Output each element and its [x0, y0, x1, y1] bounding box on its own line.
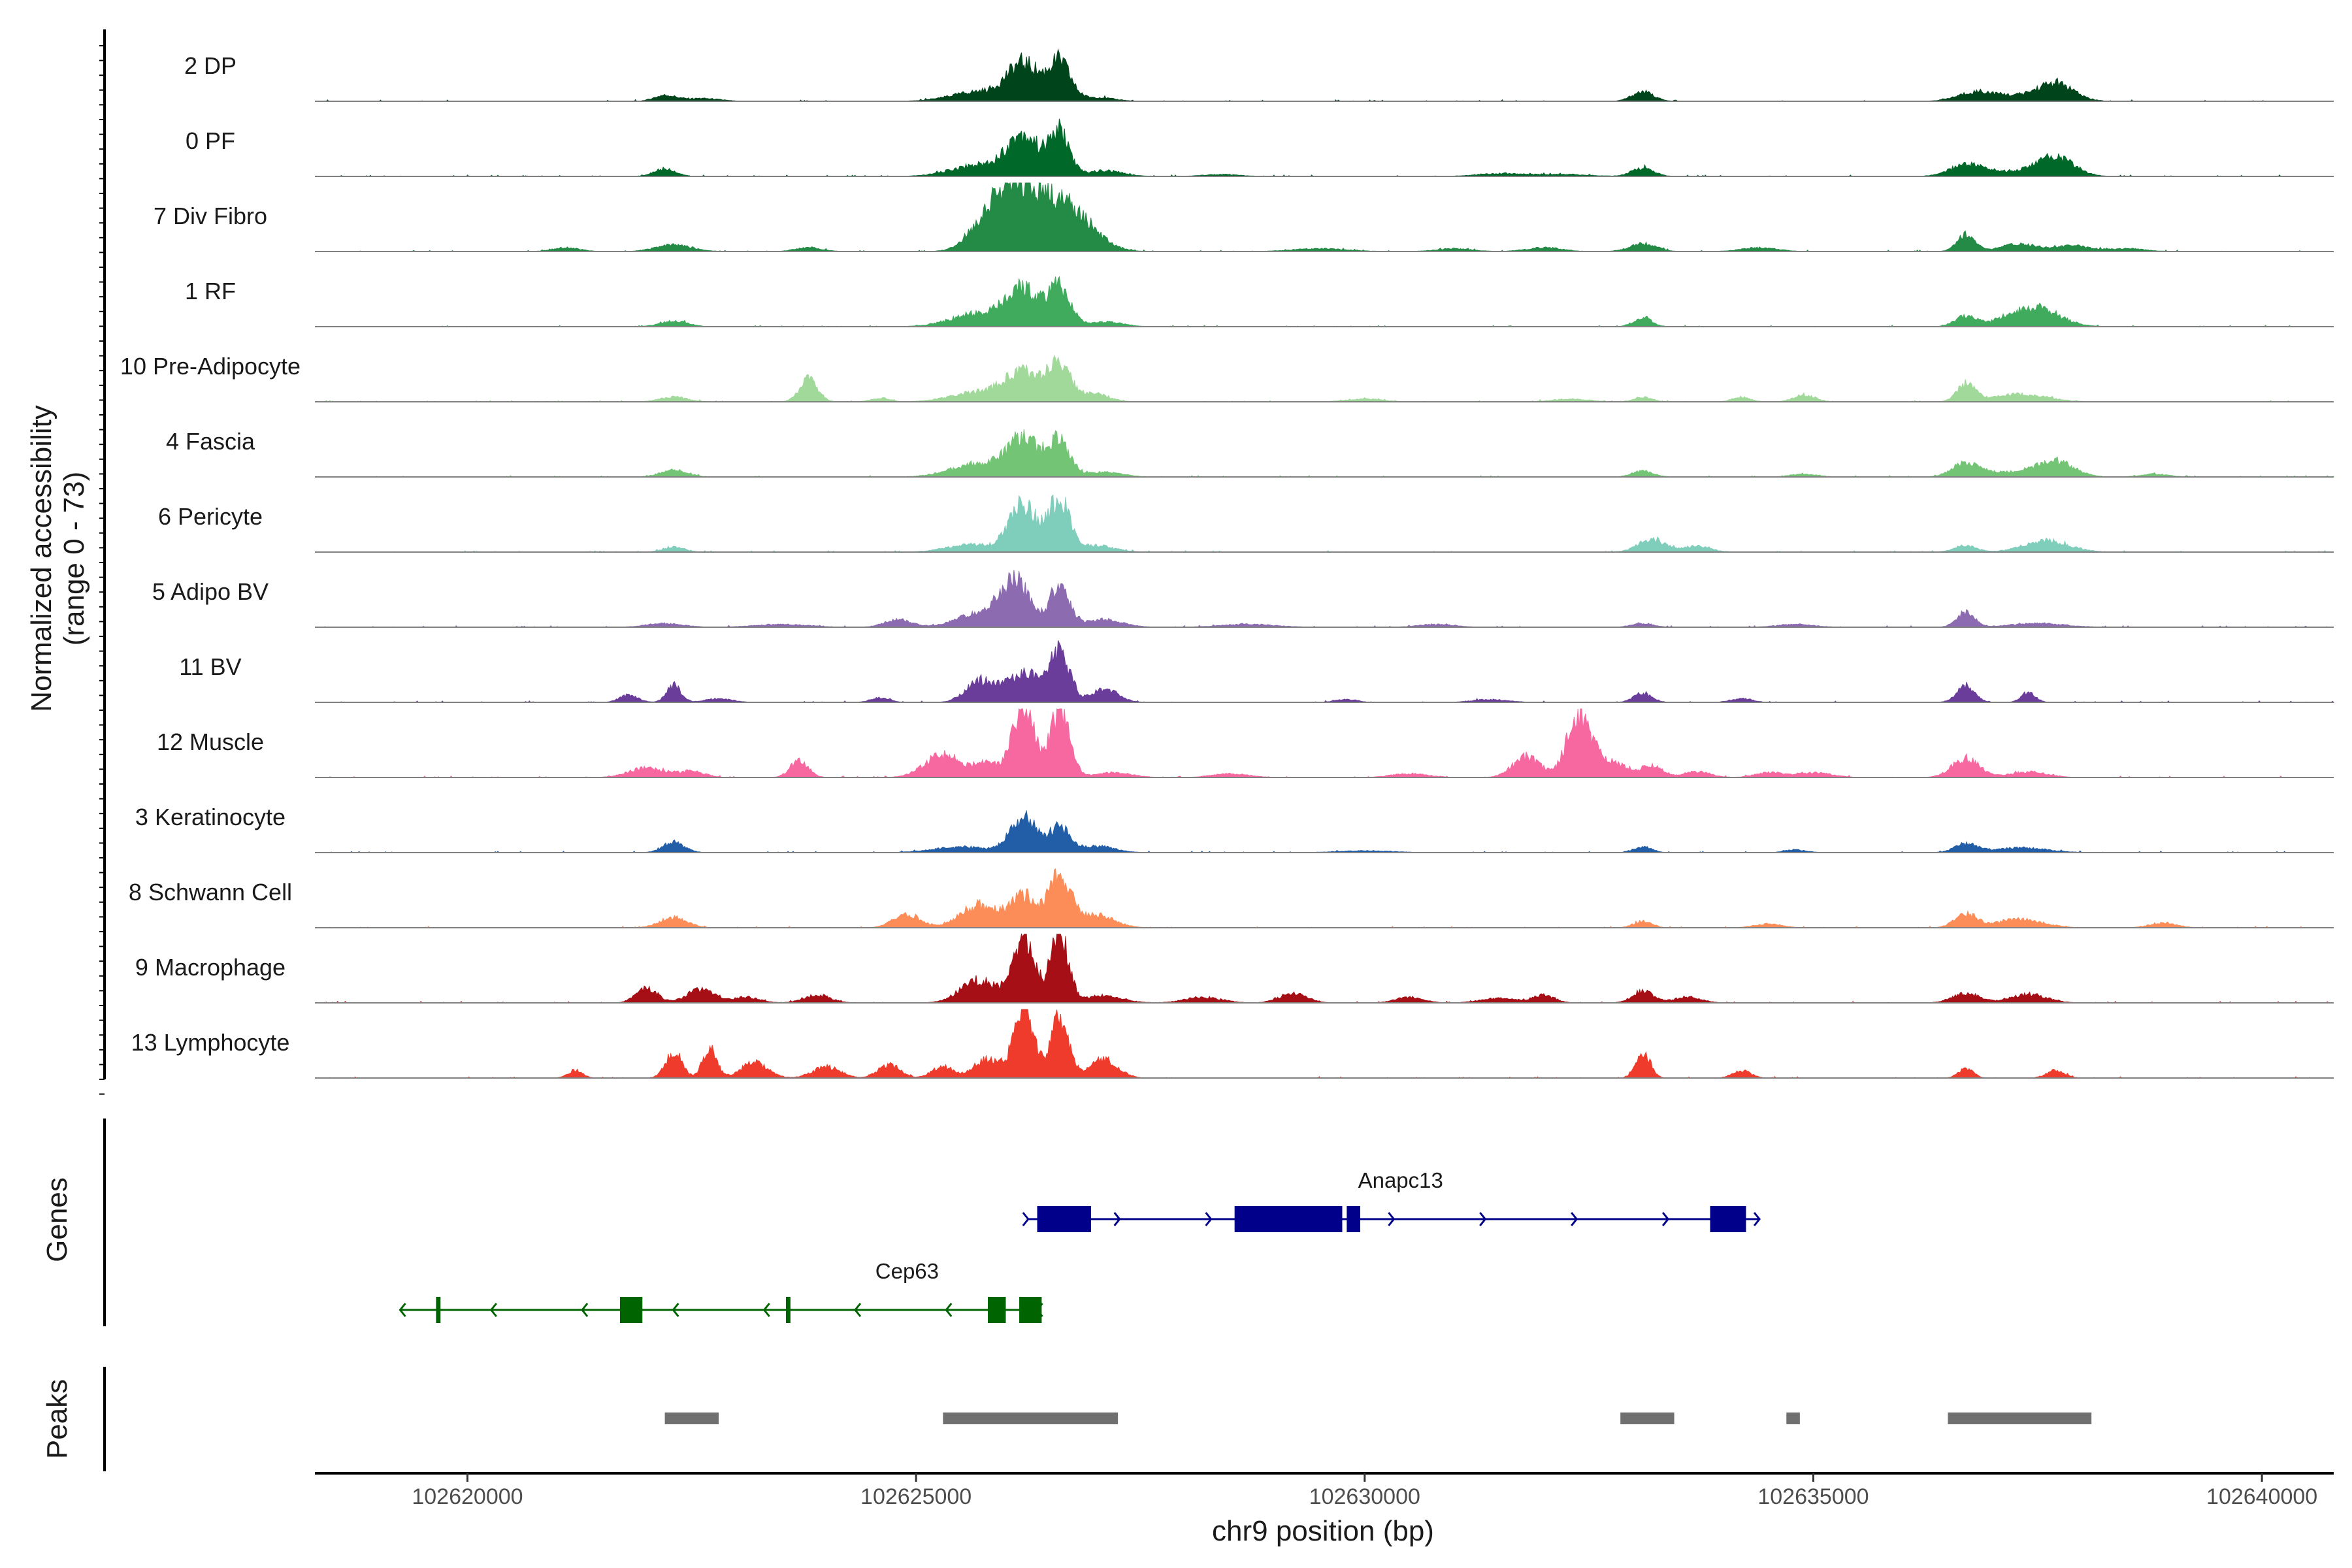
- strand-arrow: [762, 1303, 770, 1317]
- track-label: 13 Lymphocyte: [131, 1029, 290, 1056]
- track-10-pre-adipocyte: 10 Pre-Adipocyte: [120, 353, 2334, 402]
- strand-arrow: [581, 1303, 589, 1317]
- x-tick-label: 102620000: [412, 1484, 523, 1509]
- peak-region: [1948, 1413, 2092, 1424]
- x-axis: 102620000 102625000 102630000 102635000 1026…: [315, 1472, 2334, 1509]
- track-label: 4 Fascia: [166, 428, 255, 455]
- x-tick-label: 102635000: [1757, 1484, 1869, 1509]
- strand-arrow: [672, 1303, 679, 1317]
- track-label: 5 Adipo BV: [152, 578, 269, 605]
- strand-arrow: [489, 1303, 497, 1317]
- gene-exon: [786, 1297, 791, 1323]
- gene-exon: [1019, 1297, 1042, 1323]
- x-tick-label: 102625000: [860, 1484, 972, 1509]
- peak-region: [943, 1413, 1119, 1424]
- genes-track-title: Genes: [41, 1177, 73, 1262]
- track-8-schwann-cell: 8 Schwann Cell: [129, 868, 2334, 928]
- track-label: 0 PF: [186, 127, 235, 154]
- strand-arrow: [399, 1303, 406, 1317]
- track-label: 11 BV: [179, 653, 241, 680]
- track-label: 2 DP: [184, 52, 237, 79]
- strand-arrow: [1479, 1212, 1487, 1226]
- gene-exon: [619, 1297, 643, 1323]
- peak-region: [1620, 1413, 1674, 1424]
- gene-exon: [1710, 1206, 1746, 1232]
- x-axis-title: chr9 position (bp): [1212, 1515, 1434, 1547]
- gene-exon: [1234, 1206, 1343, 1232]
- peaks-track-title: Peaks: [41, 1379, 73, 1459]
- strand-arrow: [854, 1303, 862, 1317]
- x-tick-label: 102630000: [1309, 1484, 1420, 1509]
- track-1-rf: 1 RF: [185, 276, 2334, 327]
- genes-panel: Anapc13 Cep63: [103, 1119, 1761, 1326]
- track-label: 12 Muscle: [157, 728, 264, 755]
- track-label: 1 RF: [185, 278, 236, 304]
- strand-arrow: [1388, 1212, 1396, 1226]
- track-11-bv: 11 BV: [179, 640, 2335, 703]
- track-13-lymphocyte: 13 Lymphocyte: [131, 1009, 2334, 1079]
- strand-arrow: [1571, 1212, 1578, 1226]
- track-2-dp: 2 DP: [184, 48, 2334, 102]
- strand-arrow: [1661, 1212, 1670, 1226]
- gene-exon: [1037, 1206, 1091, 1232]
- track-label: 6 Pericyte: [158, 503, 263, 530]
- coverage-panel: 2 DP 0 PF 7 Div Fibro 1 RF 10 Pre-Adipocyte 4…: [99, 29, 2335, 1095]
- coverage-area: [315, 182, 2334, 252]
- peak-region: [664, 1413, 719, 1424]
- y-axis-title: Normalized accessibility: [25, 405, 57, 711]
- track-label: 10 Pre-Adipocyte: [120, 353, 301, 380]
- track-6-pericyte: 6 Pericyte: [158, 494, 2334, 553]
- track-label: 3 Keratinocyte: [135, 804, 286, 830]
- track-9-macrophage: 9 Macrophage: [135, 933, 2334, 1004]
- peaks-panel: [103, 1367, 2092, 1471]
- strand-arrow: [1205, 1212, 1213, 1226]
- gene-label: Anapc13: [1358, 1168, 1443, 1192]
- gene-exon: [436, 1297, 441, 1323]
- peak-region: [1786, 1413, 1800, 1424]
- track-3-keratinocyte: 3 Keratinocyte: [135, 804, 2334, 853]
- gene-cep63: Cep63: [399, 1259, 1043, 1323]
- y-axis-subtitle: (range 0 - 73): [58, 472, 90, 646]
- strand-arrow: [1022, 1212, 1030, 1226]
- track-5-adipo-bv: 5 Adipo BV: [152, 570, 2334, 628]
- strand-arrow: [1113, 1212, 1121, 1226]
- strand-arrow: [945, 1303, 953, 1317]
- track-0-pf: 0 PF: [186, 118, 2334, 177]
- gene-exon: [1347, 1206, 1360, 1232]
- track-label: 8 Schwann Cell: [129, 879, 292, 906]
- strand-arrow: [1753, 1212, 1761, 1226]
- gene-anapc13: Anapc13: [1022, 1168, 1761, 1232]
- track-4-fascia: 4 Fascia: [166, 428, 2334, 478]
- gene-label: Cep63: [875, 1259, 939, 1283]
- gene-exon: [988, 1297, 1006, 1323]
- track-label: 7 Div Fibro: [154, 203, 267, 229]
- x-tick-label: 102640000: [2206, 1484, 2317, 1509]
- track-7-div-fibro: 7 Div Fibro: [154, 182, 2334, 252]
- track-12-muscle: 12 Muscle: [157, 708, 2334, 778]
- track-label: 9 Macrophage: [135, 954, 286, 981]
